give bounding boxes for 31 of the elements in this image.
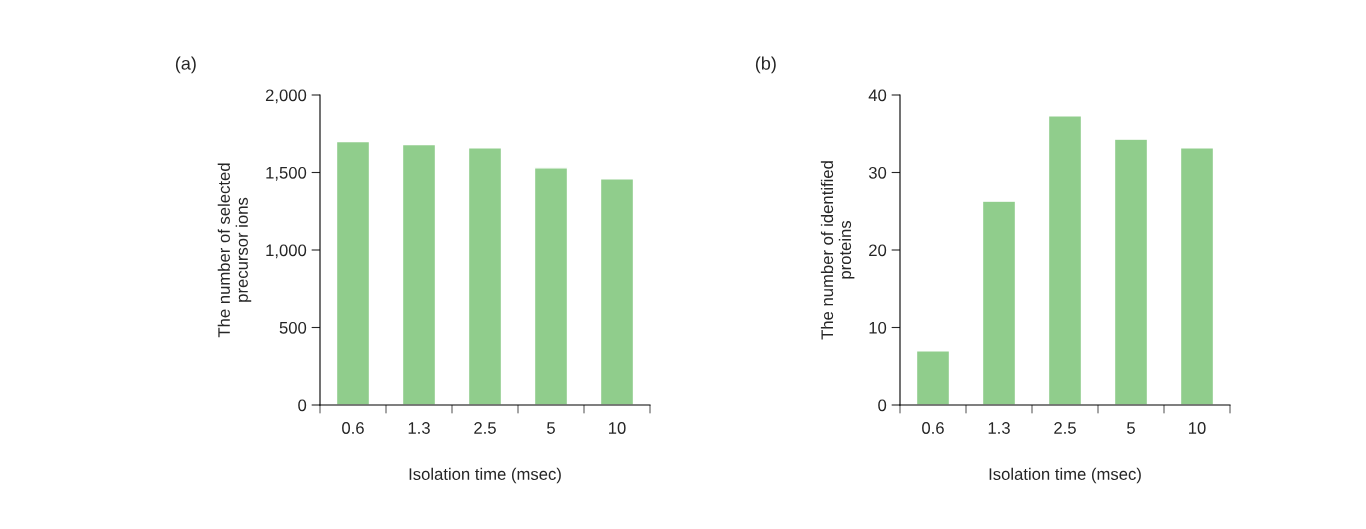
chart-title: (a) xyxy=(175,56,196,74)
x-tick-label: 5 xyxy=(547,422,555,434)
bar xyxy=(1179,147,1215,405)
y-tick-label: 0 xyxy=(298,399,307,412)
y-tick-label: 40 xyxy=(868,89,887,102)
bar xyxy=(981,200,1017,405)
y-tick-label: 0 xyxy=(878,399,887,412)
bar xyxy=(1113,138,1149,405)
bar xyxy=(915,350,951,405)
y-tick-label: 1,000 xyxy=(266,244,307,259)
x-tick-label: 10 xyxy=(609,422,626,434)
y-axis-title: The number of selected precursor ions xyxy=(217,163,252,338)
x-axis-title: Isolation time (msec) xyxy=(989,467,1141,484)
x-tick-label: 10 xyxy=(1189,422,1206,434)
y-tick-label: 10 xyxy=(869,321,887,334)
x-tick-label: 0.6 xyxy=(342,422,364,434)
x-axis-title: Isolation time (msec) xyxy=(409,467,561,484)
y-tick-label: 20 xyxy=(869,244,887,257)
x-tick-label: 0.6 xyxy=(922,422,944,434)
x-tick-label: 2.5 xyxy=(474,422,496,434)
y-tick-label: 500 xyxy=(279,321,307,334)
bar xyxy=(1047,115,1083,405)
y-tick-label: 30 xyxy=(868,166,887,179)
y-axis-title: The number of identified proteins xyxy=(820,161,855,340)
x-tick-label: 1.3 xyxy=(408,422,430,434)
x-tick-label: 2.5 xyxy=(1054,422,1076,434)
y-tick-label: 2,000 xyxy=(265,89,307,104)
x-tick-label: 5 xyxy=(1127,422,1135,434)
x-tick-label: 1.3 xyxy=(988,422,1010,434)
chart-title: (b) xyxy=(755,56,776,74)
y-tick-label: 1,500 xyxy=(266,166,307,181)
